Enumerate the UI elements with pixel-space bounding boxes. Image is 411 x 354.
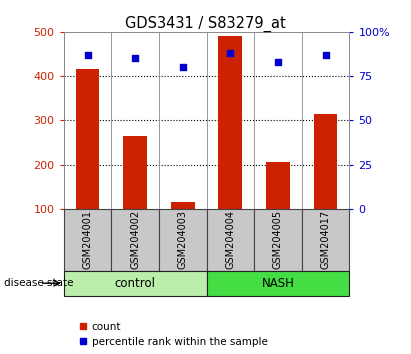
Point bbox=[132, 56, 139, 61]
Text: NASH: NASH bbox=[261, 277, 294, 290]
Text: GSM204005: GSM204005 bbox=[273, 210, 283, 269]
Bar bbox=[171, 202, 195, 209]
Bar bbox=[64, 271, 206, 296]
Text: disease state: disease state bbox=[4, 278, 74, 288]
Point bbox=[180, 64, 186, 70]
Bar bbox=[206, 271, 349, 296]
Point bbox=[84, 52, 91, 58]
Point bbox=[322, 52, 329, 58]
Point bbox=[227, 50, 233, 56]
Text: GSM204003: GSM204003 bbox=[178, 210, 188, 269]
Bar bbox=[159, 209, 206, 271]
Text: GSM204002: GSM204002 bbox=[130, 210, 140, 269]
Bar bbox=[64, 209, 111, 271]
Text: GSM204004: GSM204004 bbox=[225, 210, 236, 269]
Text: GDS3431 / S83279_at: GDS3431 / S83279_at bbox=[125, 16, 286, 32]
Bar bbox=[111, 209, 159, 271]
Bar bbox=[266, 162, 290, 209]
Text: GSM204001: GSM204001 bbox=[83, 210, 92, 269]
Text: control: control bbox=[115, 277, 156, 290]
Bar bbox=[254, 209, 302, 271]
Bar bbox=[76, 69, 99, 209]
Legend: count, percentile rank within the sample: count, percentile rank within the sample bbox=[79, 322, 268, 347]
Bar bbox=[218, 36, 242, 209]
Bar bbox=[206, 209, 254, 271]
Point bbox=[275, 59, 281, 65]
Bar bbox=[302, 209, 349, 271]
Bar bbox=[314, 114, 337, 209]
Text: GSM204017: GSM204017 bbox=[321, 210, 330, 269]
Bar bbox=[123, 136, 147, 209]
